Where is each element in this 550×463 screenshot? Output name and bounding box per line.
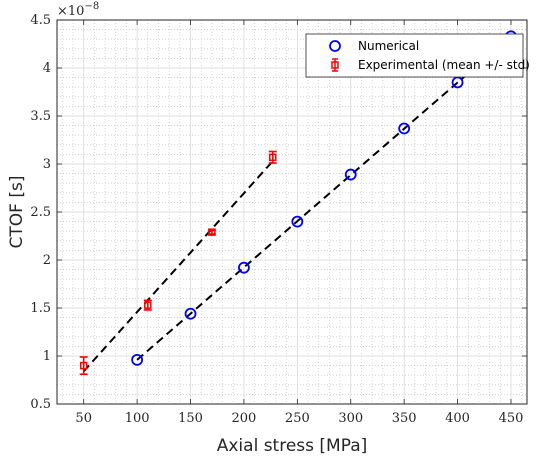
y-exponent-label: ×10−8 (57, 1, 99, 19)
y-tick-label: 4.5 (30, 13, 51, 28)
y-tick-label: 3 (43, 157, 51, 172)
legend-label-experimental: Experimental (mean +/- std) (358, 58, 530, 72)
y-axis-ticks: 0.5 1 1.5 2 2.5 3 3.5 4 4.5 (30, 13, 527, 412)
numerical-point (344, 168, 357, 181)
legend-box (305, 33, 524, 78)
legend: Numerical Experimental (mean +/- std) (305, 33, 530, 78)
y-tick-label: 3.5 (30, 109, 51, 124)
x-tick-label: 300 (338, 411, 363, 426)
y-tick-label: 4 (43, 61, 51, 76)
x-tick-label: 250 (285, 411, 310, 426)
experimental-point (208, 228, 216, 236)
fit-line (136, 35, 512, 361)
experimental-point (269, 153, 277, 162)
x-axis-ticks: 50 100 150 200 250 300 350 400 450 (75, 20, 523, 426)
y-tick-label: 1.5 (30, 301, 51, 316)
numerical-point (291, 215, 304, 228)
x-tick-label: 100 (125, 411, 150, 426)
y-exponent-power: −8 (84, 1, 99, 12)
x-tick-label: 50 (75, 411, 92, 426)
numerical-point (131, 353, 144, 366)
y-tick-label: 2 (43, 253, 51, 268)
numerical-point (238, 261, 250, 274)
y-tick-label: 1 (43, 349, 51, 364)
legend-marker-numerical (329, 40, 341, 52)
legend-marker-experimental (331, 61, 339, 69)
x-tick-label: 400 (445, 411, 470, 426)
numerical-point (184, 307, 197, 320)
y-axis-label: CTOF [s] (7, 176, 27, 249)
y-tick-label: 2.5 (30, 205, 51, 220)
x-tick-label: 450 (499, 411, 524, 426)
experimental-point (144, 301, 152, 309)
experimental-point (79, 361, 88, 370)
y-tick-label: 0.5 (30, 397, 51, 412)
x-tick-label: 150 (178, 411, 203, 426)
numerical-point (398, 122, 411, 135)
fit-line (82, 160, 274, 373)
fit-lines (82, 35, 512, 373)
x-axis-label: Axial stress [MPa] (217, 436, 368, 456)
numerical-point (451, 76, 464, 89)
x-tick-label: 200 (232, 411, 257, 426)
data-markers (79, 30, 517, 376)
x-tick-label: 350 (392, 411, 417, 426)
legend-label-numerical: Numerical (358, 39, 419, 53)
